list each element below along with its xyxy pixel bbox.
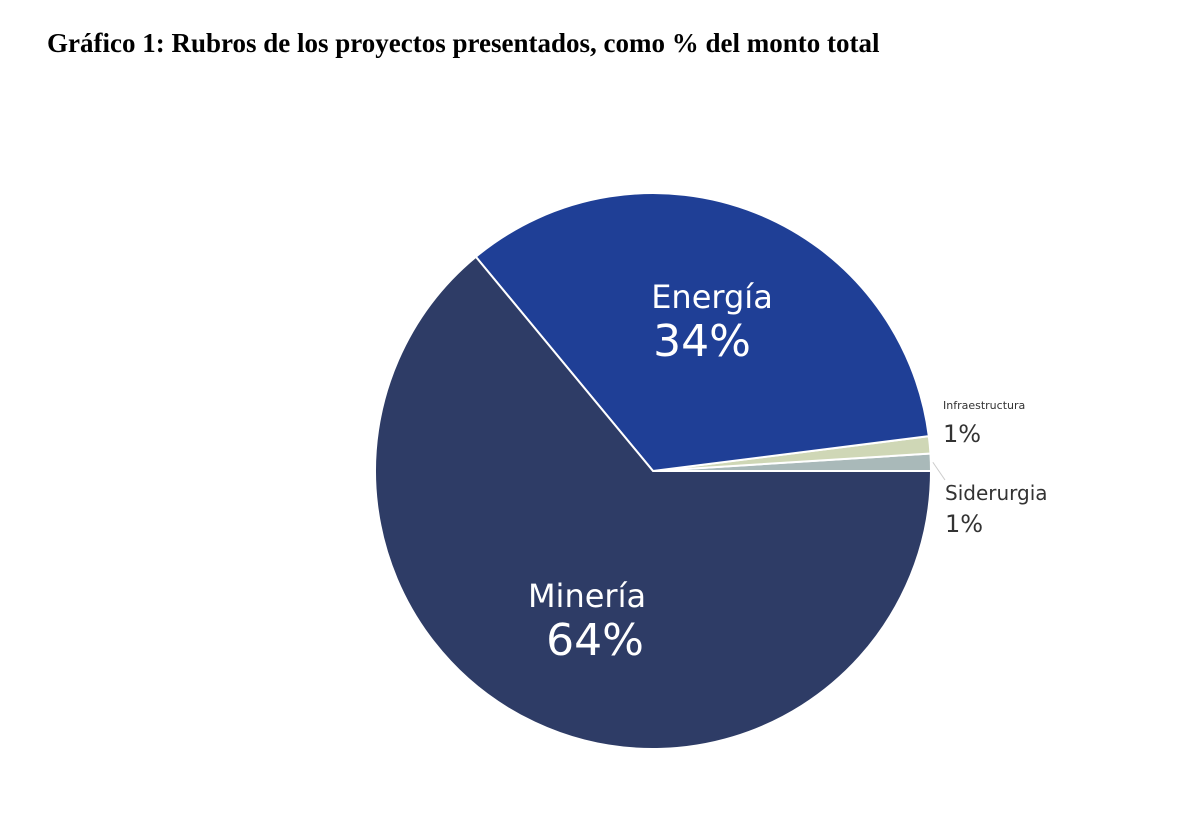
slice-label-mineria: Minería [528,577,646,615]
slice-value-energia: 34% [653,316,751,367]
pie-slice-mineria [374,255,933,750]
leader-line-siderurgia [932,461,946,481]
chart-title: Gráfico 1: Rubros de los proyectos prese… [47,28,880,58]
slice-label-infraestructura: Infraestructura [943,399,1025,412]
slice-value-mineria: 64% [546,615,644,666]
slice-value-infraestructura: 1% [943,420,981,448]
slice-label-energia: Energía [651,278,773,316]
pie-slice-energia [474,192,930,473]
slice-label-siderurgia: Siderurgia [945,481,1048,505]
slice-value-siderurgia: 1% [945,510,983,538]
